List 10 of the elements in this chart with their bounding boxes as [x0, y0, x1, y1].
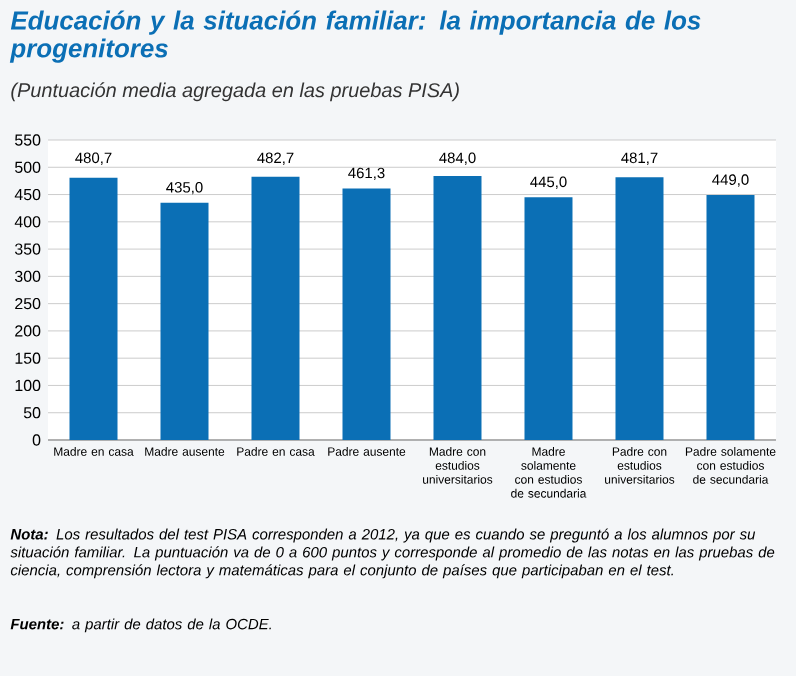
chart-title: Educación y la situación familiar: la importancia de los progenitores [9, 10, 701, 63]
bar [160, 202, 209, 440]
bar [433, 176, 482, 440]
bar [615, 177, 664, 440]
bar [69, 177, 118, 440]
bar [524, 197, 573, 440]
bar [251, 176, 300, 440]
bar [342, 188, 391, 440]
chart-subtitle: (Puntuación media agregada en las pruebas PISA) [11, 82, 459, 102]
bar [706, 195, 755, 440]
